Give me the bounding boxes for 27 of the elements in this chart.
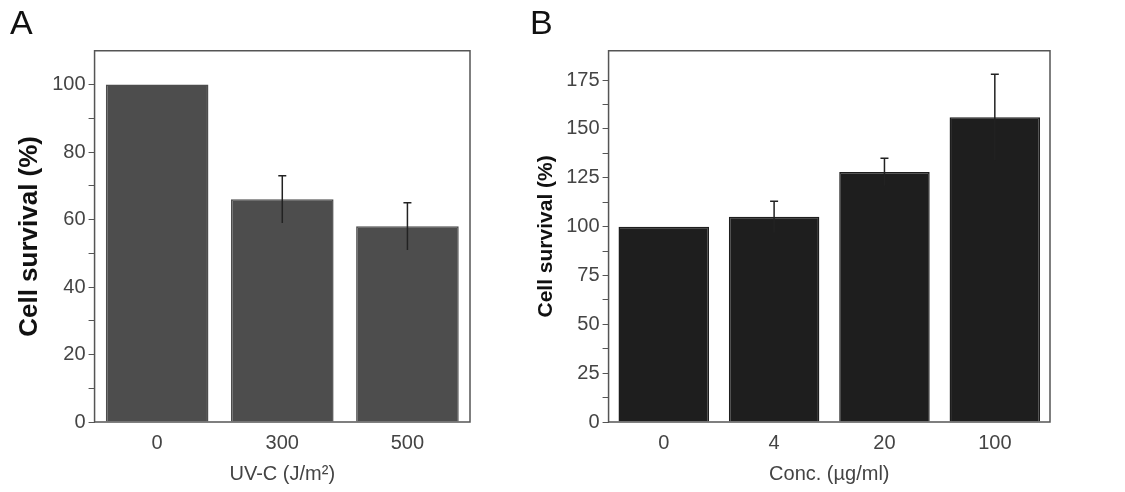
y-tick-label: 20 — [63, 342, 86, 365]
y-tick-label: 40 — [63, 274, 86, 297]
y-tick-label: 150 — [566, 116, 600, 139]
x-axis-title: UV-C (J/m²) — [229, 461, 336, 484]
y-tick-label: 80 — [63, 139, 86, 162]
x-tick-label: 100 — [978, 430, 1012, 453]
y-tick-label: 25 — [577, 360, 600, 383]
chart-title: B — [530, 2, 553, 41]
y-tick-label: 60 — [63, 207, 86, 230]
y-tick-label: 125 — [566, 165, 600, 188]
y-tick-label: 100 — [52, 72, 86, 95]
y-tick-label: 50 — [577, 311, 600, 334]
y-tick-label: 75 — [577, 262, 600, 285]
x-tick-label: 300 — [265, 430, 299, 453]
x-tick-label: 500 — [390, 430, 425, 453]
y-tick-label: 0 — [74, 409, 86, 432]
x-axis-title: Conc. (µg/ml) — [769, 461, 890, 484]
x-tick-label: 0 — [658, 430, 670, 453]
x-tick-label: 20 — [873, 430, 896, 453]
x-tick-label: 4 — [768, 430, 780, 453]
chart-title: A — [10, 2, 33, 41]
y-axis-title: Cell survival (%) — [12, 135, 43, 337]
y-tick-label: 100 — [566, 214, 600, 237]
y-tick-label: 0 — [588, 409, 600, 432]
x-tick-label: 0 — [151, 430, 163, 453]
y-axis-title: Cell survival (%) — [533, 155, 557, 318]
y-tick-label: 175 — [566, 67, 600, 90]
